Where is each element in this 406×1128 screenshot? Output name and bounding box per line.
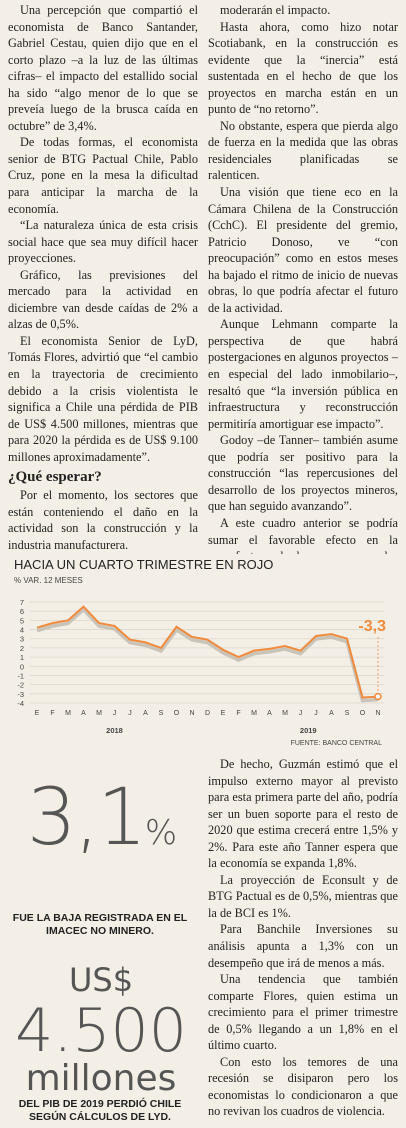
stat-caption: FUE LA BAJA REGISTRADA EN EL IMACEC NO M… <box>12 912 188 937</box>
x-tick-label: J <box>128 710 132 717</box>
year-label: 2018 <box>106 726 123 735</box>
paragraph: Una percepción que compartió el economis… <box>8 3 198 133</box>
paragraph: “La naturaleza única de esta crisis soci… <box>8 218 198 266</box>
y-tick-label: 4 <box>20 626 24 635</box>
y-tick-label: -4 <box>17 699 24 708</box>
chart-subtitle: % VAR. 12 MESES <box>14 576 83 585</box>
y-tick-label: 0 <box>20 662 24 671</box>
paragraph: Gráfico, las previsiones del mercado par… <box>8 267 198 332</box>
paragraph: Aunque Lehmann comparte la perspectiva d… <box>208 317 398 431</box>
point <box>374 692 382 701</box>
right-column: moderarán el impacto. Hasta ahora, como h… <box>208 2 398 554</box>
chart-title: HACIA UN CUARTO TRIMESTRE EN ROJO <box>14 557 273 572</box>
stat-first: 3,1% <box>6 768 196 883</box>
line <box>36 605 379 699</box>
y-tick-label: -1 <box>17 671 24 680</box>
paragraph: Con esto los temores de una recesión se … <box>208 1054 398 1119</box>
stat-unit: millones <box>25 1058 177 1099</box>
x-tick-label: A <box>329 710 334 717</box>
y-tick-label: 6 <box>20 607 24 616</box>
paragraph: moderarán el impacto. <box>220 3 331 17</box>
stat-unit: % <box>144 813 177 853</box>
x-tick-label: F <box>50 710 54 717</box>
x-tick-label: S <box>159 710 164 717</box>
paragraph: Para Banchile Inversiones su análisis ap… <box>208 922 398 970</box>
year-label: 2019 <box>300 726 317 735</box>
chart: HACIA UN CUARTO TRIMESTRE EN ROJO % VAR.… <box>14 557 386 747</box>
x-tick-label: E <box>221 710 226 717</box>
x-tick-label: M <box>65 710 71 717</box>
x-tick-label: M <box>96 710 102 717</box>
y-tick-label: 3 <box>20 635 24 644</box>
stat-caption: DEL PIB DE 2019 PERDIÓ CHILE SEGÚN CÁLCU… <box>18 1098 182 1123</box>
value-label: -3,3 <box>358 618 386 635</box>
section-heading: ¿Qué esperar? <box>8 469 102 486</box>
x-tick-label: D <box>205 710 210 717</box>
y-tick-label: 1 <box>20 653 24 662</box>
x-tick-label: O <box>174 710 180 717</box>
paragraph: Una tendencia que también comparte Flore… <box>208 972 398 1053</box>
x-tick-label: E <box>35 710 40 717</box>
paragraph: El economista Senior de LyD, Tomás Flore… <box>8 333 198 464</box>
chart-source: FUENTE: BANCO CENTRAL <box>291 740 383 747</box>
stat-number: 4.500 <box>15 996 187 1066</box>
y-tick-label: -2 <box>17 681 24 690</box>
x-tick-label: A <box>267 710 272 717</box>
paragraph: A este cuadro anterior se podría sumar e… <box>208 515 398 554</box>
x-tick-label: S <box>345 710 350 717</box>
paragraph: Godoy –de Tanner– también asume que podr… <box>208 433 398 514</box>
x-tick-label: A <box>143 710 148 717</box>
x-tick-label: J <box>314 710 318 717</box>
paragraph: Una visión que tiene eco en la Cámara Ch… <box>208 185 398 315</box>
paragraph: De hecho, Guzmán estimó que el impulso e… <box>208 757 398 871</box>
left-column: Una percepción que compartió el economis… <box>8 2 198 554</box>
x-tick-label: J <box>113 710 117 717</box>
x-tick-label: M <box>282 710 288 717</box>
x-tick-label: M <box>251 710 257 717</box>
paragraph: No obstante, espera que pierda algo de f… <box>208 118 398 183</box>
x-tick-label: O <box>360 710 366 717</box>
y-tick-label: 2 <box>20 644 24 653</box>
line-shadow <box>36 607 379 703</box>
x-tick-label: F <box>236 710 240 717</box>
paragraph: De todas formas, el economista senior de… <box>8 135 198 216</box>
y-tick-label: 7 <box>20 598 24 607</box>
stat-number: 3,1 <box>26 773 147 863</box>
paragraph: La proyección de Econsult y de BTG Pactu… <box>208 872 398 920</box>
y-tick-label: -3 <box>17 690 24 699</box>
paragraph: Hasta ahora, como hizo notar Scotiabank,… <box>208 19 398 117</box>
right-bottom-column: De hecho, Guzmán estimó que el impulso e… <box>208 756 398 1124</box>
x-tick-label: N <box>375 710 380 717</box>
y-tick-label: 5 <box>20 616 24 625</box>
paragraph: Para los economistas ambos rubros se ver… <box>8 554 198 555</box>
x-tick-label: N <box>189 710 194 717</box>
x-tick-label: A <box>81 710 86 717</box>
stat-currency: US$ <box>68 961 134 999</box>
paragraph: Por el momento, los sectores que están c… <box>8 488 198 552</box>
x-tick-label: J <box>299 710 303 717</box>
